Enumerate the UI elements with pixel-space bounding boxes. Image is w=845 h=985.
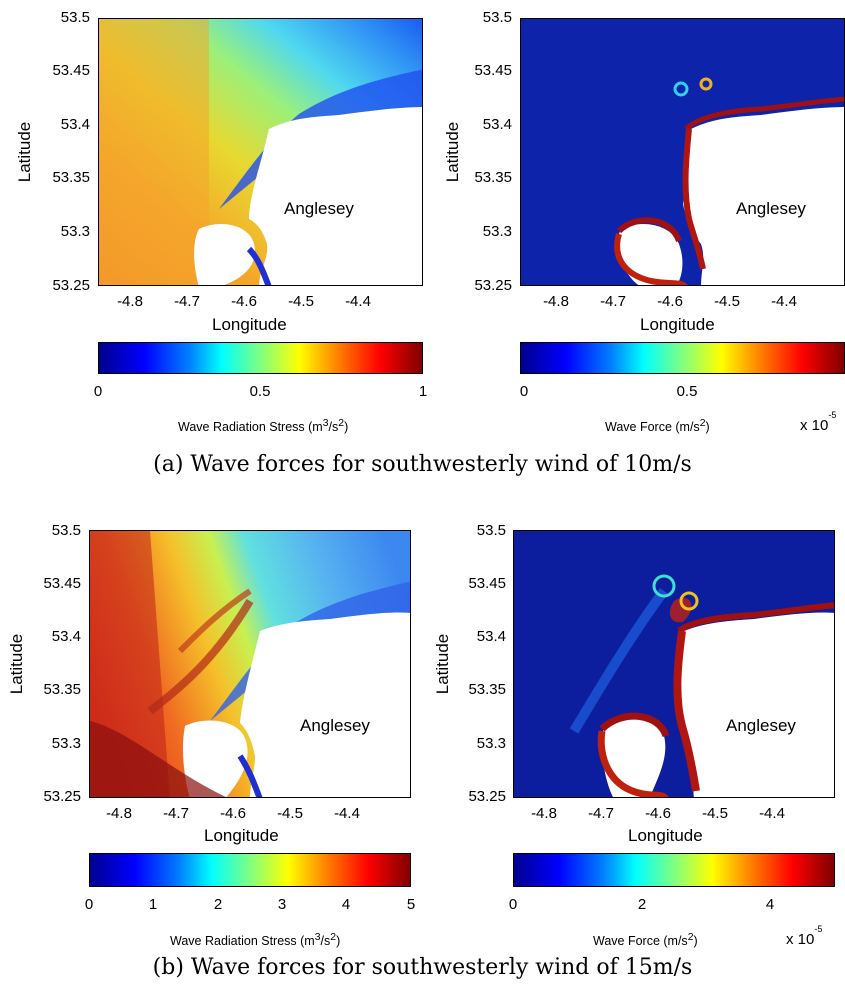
xtick: -4.4	[345, 293, 371, 310]
ytick: 53.5	[60, 9, 90, 26]
cbar-tick: 2	[213, 896, 223, 913]
ytick: 53.25	[468, 788, 506, 805]
cbar-tick: 0.5	[676, 383, 698, 400]
colorbar-multiplier: x 10-5	[786, 924, 823, 948]
xtick: -4.7	[163, 805, 189, 822]
cbar-tick: 5	[406, 896, 416, 913]
y-axis-label: Latitude	[443, 121, 462, 183]
ytick: 53.4	[482, 116, 512, 133]
colorbar-label: Wave Radiation Stress (m3/s2)	[170, 932, 341, 949]
x-axis-label: Longitude	[640, 315, 715, 334]
ytick: 53.3	[482, 223, 512, 240]
map-a-radiation-stress: Anglesey	[98, 18, 423, 286]
xtick: -4.5	[277, 805, 303, 822]
cbar-tick: 1	[148, 896, 158, 913]
y-axis-label: Latitude	[433, 633, 452, 695]
island-label: Anglesey	[284, 199, 354, 218]
ytick: 53.35	[52, 169, 90, 186]
colorbar-multiplier: x 10-5	[800, 410, 837, 434]
cbar-tick: 0	[519, 383, 529, 400]
cbar-tick: 0	[508, 896, 518, 913]
cbar-tick: 3	[277, 896, 287, 913]
xtick: -4.8	[106, 805, 132, 822]
ytick: 53.35	[468, 681, 506, 698]
anglesey-land	[249, 107, 422, 285]
ytick: 53.45	[474, 62, 512, 79]
cbar-tick: 1	[418, 383, 428, 400]
xtick: -4.8	[531, 805, 557, 822]
cbar-tick: 2	[637, 896, 647, 913]
y-axis-label: Latitude	[15, 121, 34, 183]
ytick: 53.4	[51, 628, 81, 645]
xtick: -4.7	[174, 293, 200, 310]
xtick: -4.7	[588, 805, 614, 822]
ytick: 53.45	[52, 62, 90, 79]
xtick: -4.5	[702, 805, 728, 822]
ytick: 53.25	[43, 788, 81, 805]
ytick: 53.25	[52, 277, 90, 294]
xtick: -4.8	[543, 293, 569, 310]
xtick: -4.7	[600, 293, 626, 310]
colorbar-label: Wave Force (m/s2)	[605, 418, 710, 435]
x-axis-label: Longitude	[628, 826, 703, 845]
cbar-tick: 0.5	[249, 383, 271, 400]
colorbar	[98, 342, 423, 374]
colorbar-label: Wave Force (m/s2)	[593, 932, 698, 949]
caption-a: (a) Wave forces for southwesterly wind o…	[153, 452, 692, 477]
ytick: 53.45	[43, 575, 81, 592]
colorbar	[89, 853, 411, 887]
ytick: 53.35	[43, 681, 81, 698]
ytick: 53.4	[60, 116, 90, 133]
xtick: -4.6	[645, 805, 671, 822]
map-a-wave-force: Anglesey	[520, 18, 845, 286]
ytick: 53.35	[474, 169, 512, 186]
cbar-tick: 0	[84, 896, 94, 913]
map-b-wave-force: Anglesey	[513, 530, 835, 798]
xtick: -4.4	[759, 805, 785, 822]
xtick: -4.5	[714, 293, 740, 310]
ytick: 53.25	[474, 277, 512, 294]
colorbar	[520, 342, 845, 374]
cbar-tick: 0	[93, 383, 103, 400]
x-axis-label: Longitude	[204, 826, 279, 845]
y-axis-label: Latitude	[7, 633, 26, 695]
ytick: 53.3	[476, 735, 506, 752]
colorbar-label: Wave Radiation Stress (m3/s2)	[178, 418, 349, 435]
x-axis-label: Longitude	[212, 315, 287, 334]
ytick: 53.5	[51, 522, 81, 539]
xtick: -4.6	[220, 805, 246, 822]
island-label: Anglesey	[726, 716, 796, 735]
ytick: 53.4	[476, 628, 506, 645]
xtick: -4.4	[771, 293, 797, 310]
xtick: -4.5	[288, 293, 314, 310]
xtick: -4.4	[334, 805, 360, 822]
ytick: 53.5	[482, 9, 512, 26]
ytick: 53.3	[60, 223, 90, 240]
island-label: Anglesey	[300, 716, 370, 735]
mainland-land	[194, 224, 255, 285]
xtick: -4.6	[231, 293, 257, 310]
ytick: 53.45	[468, 575, 506, 592]
colorbar	[513, 853, 835, 887]
xtick: -4.6	[657, 293, 683, 310]
map-b-radiation-stress: Anglesey	[89, 530, 411, 798]
xtick: -4.8	[117, 293, 143, 310]
ytick: 53.5	[476, 522, 506, 539]
island-label: Anglesey	[736, 199, 806, 218]
caption-b: (b) Wave forces for southwesterly wind o…	[152, 955, 693, 980]
ytick: 53.3	[51, 735, 81, 752]
cbar-tick: 4	[341, 896, 351, 913]
cbar-tick: 4	[765, 896, 775, 913]
